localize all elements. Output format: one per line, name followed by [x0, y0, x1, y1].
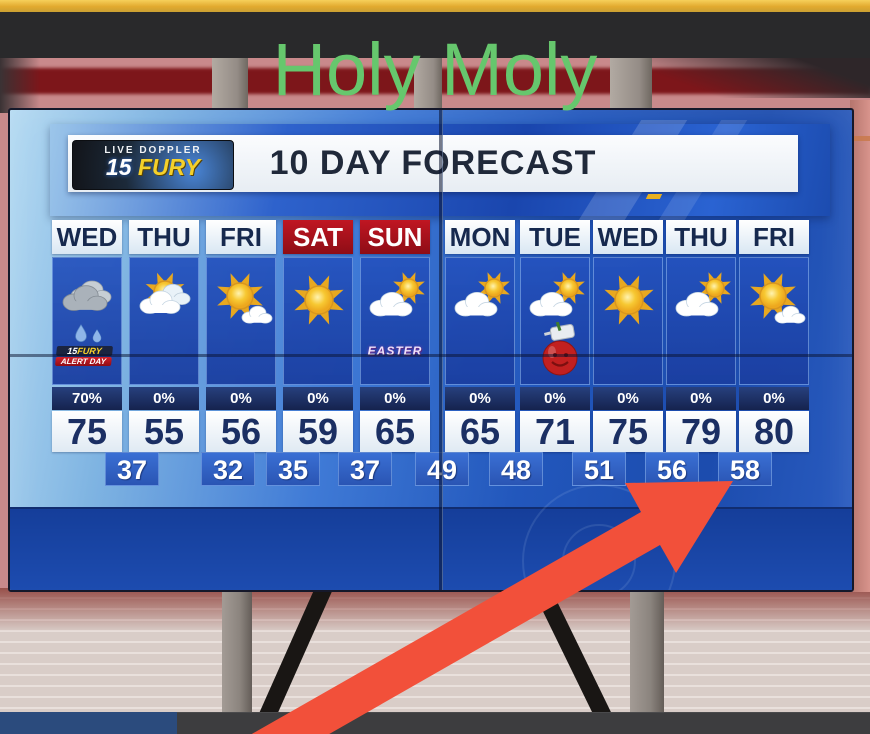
sunny-icon: [604, 275, 654, 325]
low-temp: 56: [645, 452, 699, 486]
partly-cloudy-icon: [529, 272, 585, 317]
screen-shadow-band: [0, 588, 870, 632]
low-temp: 37: [105, 452, 159, 486]
stand-pillar-top-left: [212, 58, 248, 113]
day-label: THU: [666, 220, 736, 254]
high-temp: 65: [360, 411, 430, 452]
partly-cloudy-icon: [675, 272, 731, 317]
icon-panel: [593, 257, 663, 385]
low-temp: 37: [338, 452, 392, 486]
day-label: FRI: [206, 220, 276, 254]
day-label: WED: [52, 220, 122, 254]
precip-chance: 0%: [520, 387, 590, 410]
high-temp: 75: [52, 411, 122, 452]
top-letterbox-bar: [0, 12, 870, 58]
precip-chance: 0%: [206, 387, 276, 410]
meme-caption: Holy Moly: [272, 28, 598, 111]
low-temp: 48: [489, 452, 543, 486]
day-label: THU: [129, 220, 199, 254]
logo-15-fury-text: 15 FURY: [73, 154, 233, 180]
icon-panel: [360, 257, 430, 385]
panel-seam-horizontal: [10, 354, 852, 357]
icon-panel: [129, 257, 199, 385]
wall-trim-line: [850, 136, 870, 141]
high-temp: 71: [520, 411, 590, 452]
partly-cloudy-icon: [369, 272, 425, 317]
low-temp: 58: [718, 452, 772, 486]
low-temp: 32: [201, 452, 255, 486]
screen-bottom-band: [10, 484, 852, 590]
precip-chance: 0%: [445, 387, 515, 410]
precip-chance: 0%: [666, 387, 736, 410]
icon-panel: [283, 257, 353, 385]
lower-third-fragment: [0, 712, 177, 734]
logo-brand-name: FURY: [137, 154, 201, 180]
day-label: SAT: [283, 220, 353, 254]
stand-pillar-top-right: [610, 58, 652, 113]
panel-seam-vertical: [439, 110, 443, 590]
precip-chance: 0%: [739, 387, 809, 410]
logo-live-doppler-text: LIVE DOPPLER: [104, 145, 202, 156]
precip-chance: 70%: [52, 387, 122, 410]
icon-panel: [445, 257, 515, 385]
day-label: MON: [445, 220, 515, 254]
icon-panel: [206, 257, 276, 385]
high-temp: 80: [739, 411, 809, 452]
day-label: WED: [593, 220, 663, 254]
day-label: SUN: [360, 220, 430, 254]
high-temp: 56: [206, 411, 276, 452]
radar-watermark-circle: [562, 524, 636, 590]
mostly-sunny-icon: [750, 273, 806, 324]
sunny-icon: [294, 275, 344, 325]
live-doppler-15-fury-logo: LIVE DOPPLER 15 FURY: [72, 140, 234, 190]
high-temp: 65: [445, 411, 515, 452]
rain-icon: [62, 280, 112, 343]
low-temp: 35: [266, 452, 320, 486]
icon-panel: [666, 257, 736, 385]
stand-post-right: [630, 588, 664, 713]
wall-dark-corner-right: [610, 58, 870, 98]
graphic-yellow-dash: [645, 194, 663, 199]
day-label: FRI: [739, 220, 809, 254]
precip-chance: 0%: [283, 387, 353, 410]
stand-pillar-top-center: [414, 58, 442, 113]
tv-forecast-screen: 10 DAY FORECAST LIVE DOPPLER 15 FURY WED…: [8, 108, 854, 592]
high-temp: 75: [593, 411, 663, 452]
wall-right-strip: [850, 100, 870, 592]
high-temp: 79: [666, 411, 736, 452]
low-temp: 51: [572, 452, 626, 486]
forecast-title: 10 DAY FORECAST: [269, 144, 597, 182]
sun-clouds-icon: [139, 272, 191, 314]
stand-post-left: [222, 588, 252, 713]
logo-station-number: 15: [105, 154, 132, 180]
partly-cloudy-icon: [454, 272, 510, 317]
precip-chance: 0%: [360, 387, 430, 410]
badge-alert-day: ALERT DAY: [54, 357, 112, 366]
precip-chance: 0%: [129, 387, 199, 410]
high-temp: 55: [129, 411, 199, 452]
precip-chance: 0%: [593, 387, 663, 410]
wall-dark-corner-left: [0, 58, 40, 113]
high-temp: 59: [283, 411, 353, 452]
icon-panel: [739, 257, 809, 385]
mostly-sunny-icon: [217, 273, 273, 324]
day-label: TUE: [520, 220, 590, 254]
